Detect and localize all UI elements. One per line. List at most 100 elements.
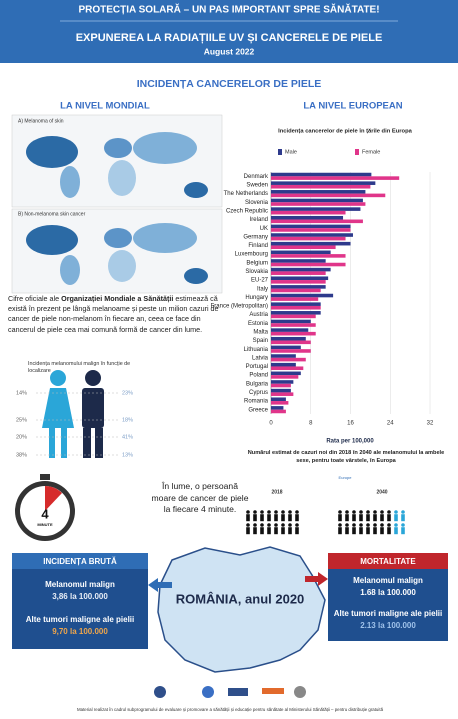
- person-icon: [267, 514, 271, 522]
- x-tick-label: 8: [309, 421, 313, 427]
- person-icon: [338, 527, 342, 535]
- person-icon: [359, 523, 363, 527]
- panel-label: Melanomul malign: [45, 580, 115, 589]
- person-icon: [359, 514, 363, 522]
- person-icon: [352, 510, 356, 514]
- bar: [271, 215, 344, 220]
- bar: [271, 285, 326, 289]
- bar: [271, 245, 336, 250]
- map-label: A) Melanoma of skin: [18, 118, 64, 124]
- person-icon: [359, 527, 363, 535]
- person-icon: [281, 514, 285, 522]
- women-pct: 25%: [16, 417, 27, 423]
- bar: [271, 193, 386, 198]
- person-icon: [345, 523, 349, 527]
- y-tick-label: Finland: [248, 243, 268, 249]
- bar: [271, 172, 372, 177]
- person-icon: [345, 514, 349, 522]
- y-tick-label: Ireland: [250, 217, 268, 223]
- person-icon: [401, 514, 405, 522]
- bar: [271, 340, 311, 345]
- person-icon: [366, 514, 370, 522]
- world-maps: [11, 114, 223, 294]
- y-tick-label: Luxembourg: [235, 252, 268, 258]
- bar: [271, 276, 329, 281]
- bar: [271, 267, 331, 272]
- x-tick-label: 16: [347, 421, 354, 427]
- logos: [154, 686, 306, 698]
- bar: [271, 302, 321, 306]
- person-icon: [274, 510, 278, 514]
- women-pct: 14%: [16, 390, 27, 396]
- bar: [271, 319, 311, 324]
- bar: [271, 198, 363, 203]
- section-title: INCIDENȚA CANCERELOR DE PIELE: [137, 78, 322, 90]
- bar: [271, 288, 321, 293]
- bar: [271, 254, 346, 258]
- person-icon: [267, 523, 271, 527]
- legend-swatch: [278, 149, 282, 155]
- incidence-header: [12, 553, 148, 569]
- person-icon: [295, 523, 299, 527]
- person-icon: [380, 527, 384, 535]
- bar: [271, 336, 306, 341]
- person-icon: [345, 527, 349, 535]
- bar: [271, 219, 363, 224]
- header-date: August 2022: [204, 46, 255, 56]
- bar: [271, 236, 346, 241]
- bar: [271, 366, 304, 371]
- bar: [271, 383, 291, 388]
- y-tick-label: Romania: [244, 399, 269, 405]
- header-title: EXPUNEREA LA RADIAȚIILE UV ȘI CANCERELE …: [76, 32, 383, 44]
- y-tick-label: Slovakia: [245, 269, 268, 275]
- year-label: 2040: [376, 489, 387, 495]
- person-icon: [288, 510, 292, 514]
- arrow: [148, 578, 172, 592]
- bar: [271, 375, 299, 379]
- person-icon: [288, 527, 292, 535]
- person-icon: [394, 514, 398, 522]
- panel-value: 3,86 la 100.000: [52, 592, 108, 601]
- bar: [271, 202, 366, 206]
- person-icon: [380, 523, 384, 527]
- bar: [271, 331, 316, 336]
- bar: [271, 371, 301, 376]
- person-icon: [366, 527, 370, 535]
- bar: [271, 297, 319, 301]
- bar: [271, 357, 306, 362]
- year-label: 2018: [271, 489, 282, 495]
- bar: [271, 392, 294, 396]
- bar: [271, 184, 371, 189]
- mortality-header: [328, 553, 448, 569]
- person-icon: [281, 523, 285, 527]
- person-icon: [281, 527, 285, 535]
- bar: [271, 262, 346, 267]
- person-icon: [260, 527, 264, 535]
- bar: [271, 250, 331, 255]
- men-pct: 41%: [122, 434, 133, 440]
- person-icon: [373, 527, 377, 535]
- y-tick-label: Spain: [253, 338, 268, 344]
- world-paragraph: Cifre oficiale ale Organizației Mondiale…: [8, 294, 226, 335]
- y-tick-label: Slovenia: [245, 200, 269, 206]
- bar: [271, 401, 289, 405]
- person-icon: [260, 523, 264, 527]
- person-icon: [338, 523, 342, 527]
- bar: [271, 349, 311, 353]
- person-icon: [267, 527, 271, 535]
- arrow: [305, 572, 328, 586]
- person-icon: [394, 510, 398, 514]
- y-tick-label: Germany: [243, 234, 268, 240]
- europe-chart: Incidența cancerelor de piele în țările …: [211, 129, 434, 445]
- figure-title: Incidența melanomului malign în funcție …: [28, 361, 131, 374]
- person-icon: [380, 510, 384, 514]
- person-icon: [380, 514, 384, 522]
- bar: [271, 311, 321, 315]
- person-icon: [274, 523, 278, 527]
- bar: [271, 409, 286, 414]
- person-icon: [352, 523, 356, 527]
- person-icon: [246, 514, 250, 522]
- person-icon: [387, 514, 391, 522]
- women-pct: 38%: [16, 452, 27, 458]
